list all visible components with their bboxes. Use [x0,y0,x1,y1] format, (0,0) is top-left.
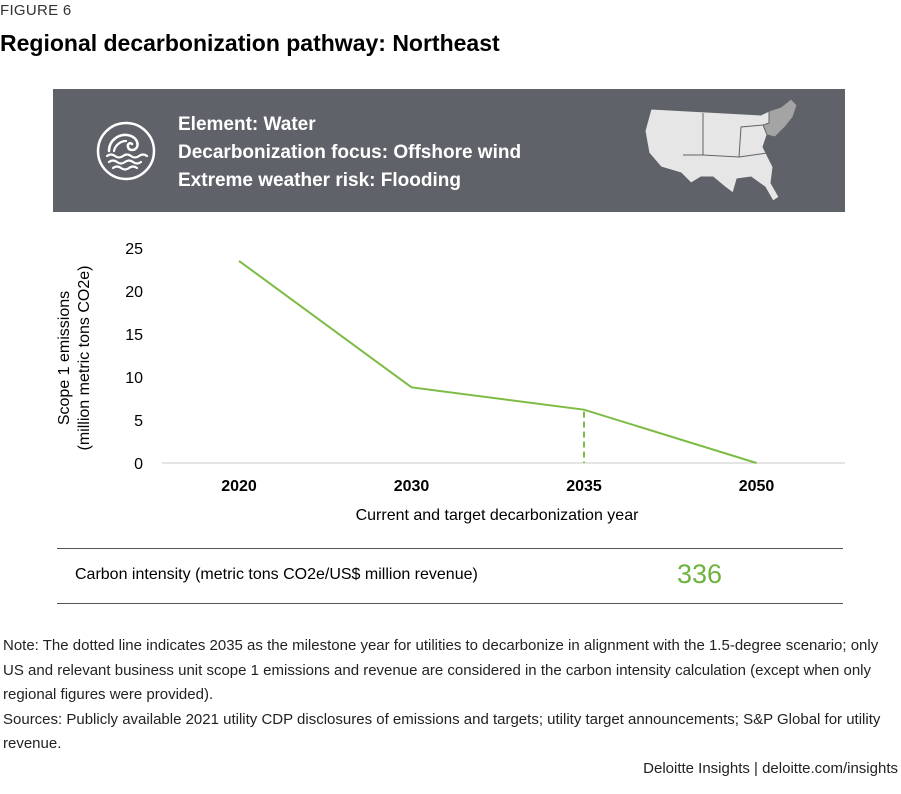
emissions-chart: Scope 1 emissions (million metric tons C… [56,241,845,524]
banner-text: Element: Water Decarbonization focus: Of… [178,111,521,195]
x-tick-labels: 2020 2030 2035 2050 [221,478,774,495]
carbon-intensity-label: Carbon intensity (metric tons CO2e/US$ m… [75,566,478,583]
x-axis-label: Current and target decarbonization year [356,507,640,524]
banner-element-line: Element: Water [178,114,316,135]
note-text: Note: The dotted line indicates 2035 as … [3,637,879,703]
x-tick-label: 2020 [221,478,257,495]
sources-text: Sources: Publicly available 2021 utility… [3,710,881,753]
banner-risk-line: Extreme weather risk: Flooding [178,170,461,191]
x-tick-label: 2030 [394,478,430,495]
figure-label: FIGURE 6 [0,2,72,19]
y-tick-label: 0 [134,456,143,473]
x-tick-label: 2050 [739,478,775,495]
y-tick-label: 15 [125,327,143,344]
y-axis-label-line2: (million metric tons CO2e) [76,266,93,451]
us-map-northeast [762,98,798,138]
y-axis-label-line1: Scope 1 emissions [56,291,73,425]
footnotes: Note: The dotted line indicates 2035 as … [3,634,893,757]
carbon-intensity-row: Carbon intensity (metric tons CO2e/US$ m… [57,548,843,604]
us-map-icon [644,98,798,202]
x-tick-label: 2035 [566,478,602,495]
emissions-series-line [238,260,757,464]
region-banner: Element: Water Decarbonization focus: Of… [53,89,845,212]
y-tick-labels: 0 5 10 15 20 25 [125,241,143,473]
banner-focus-line: Decarbonization focus: Offshore wind [178,142,522,163]
y-tick-label: 5 [134,413,143,430]
page-title: Regional decarbonization pathway: Northe… [0,30,500,56]
carbon-intensity-value: 336 [677,559,723,589]
y-tick-label: 10 [125,370,143,387]
y-tick-label: 25 [125,241,143,258]
water-wave-icon [96,121,156,181]
credit-line: Deloitte Insights | deloitte.com/insight… [643,760,898,777]
y-tick-label: 20 [125,284,143,301]
